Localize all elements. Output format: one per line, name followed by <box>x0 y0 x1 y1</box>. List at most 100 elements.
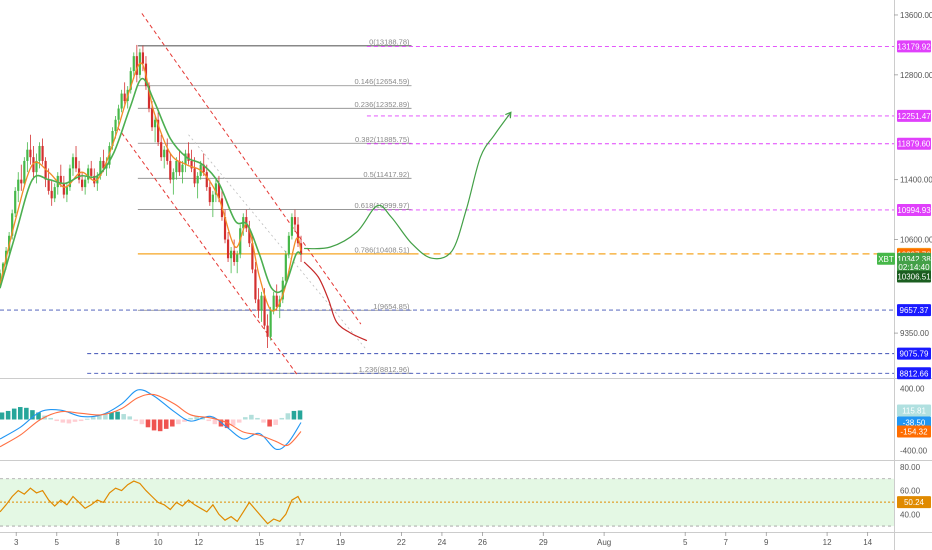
macd-histogram-bar <box>224 419 230 429</box>
candle-body <box>20 179 23 184</box>
candle-body <box>50 190 53 199</box>
time-axis-label: 24 <box>437 538 446 547</box>
price-tag-label: 10306.51 <box>897 272 931 281</box>
macd-histogram-bar <box>285 413 291 420</box>
candle-body <box>23 160 26 184</box>
time-axis-label: 17 <box>296 538 305 547</box>
macd-histogram-bar <box>30 410 35 420</box>
price-tag <box>897 367 931 380</box>
macd-histogram-bar <box>24 407 29 420</box>
macd-histogram-bar <box>60 419 66 423</box>
candle-body <box>11 213 14 236</box>
candle-body <box>160 142 163 158</box>
time-axis-label: 22 <box>397 538 406 547</box>
macd-histogram-bar <box>188 417 193 420</box>
candle-body <box>84 179 87 188</box>
macd-axis-label: -400.00 <box>900 447 928 456</box>
candle-body <box>150 108 154 128</box>
rsi-axis-label: 80.00 <box>900 463 921 472</box>
candle-body <box>196 175 199 184</box>
price-axis-label: 11400.00 <box>900 176 932 185</box>
candle-body <box>287 235 290 255</box>
candle-body <box>181 164 184 173</box>
channel-upper-line <box>141 13 362 325</box>
time-axis-label: 7 <box>724 538 729 547</box>
macd-histogram-bar <box>109 412 114 420</box>
time-axis-label: 19 <box>336 538 345 547</box>
rsi-axis-label: 40.00 <box>900 510 921 519</box>
macd-histogram-bar <box>151 419 157 431</box>
macd-indicator <box>0 389 303 451</box>
candle-body <box>17 179 20 191</box>
macd-histogram-bar <box>236 419 242 423</box>
macd-line <box>0 389 302 451</box>
price-tag-label: 13179.92 <box>897 42 931 51</box>
macd-histogram-bar <box>0 412 5 420</box>
time-axis: 3 5 8 10 12 15 17 19 22 24 26 29 Aug 5 7 9 12 14 <box>14 532 873 547</box>
fib-level-label: 0.146(12654.59) <box>354 77 410 86</box>
macd-histogram-bar <box>267 419 272 427</box>
macd-histogram-bar <box>255 417 260 420</box>
rsi-indicator <box>0 480 894 525</box>
candle-body <box>35 160 38 173</box>
macd-histogram-bar <box>115 411 120 420</box>
macd-histogram-bar <box>127 416 133 420</box>
macd-histogram-bar <box>133 419 139 422</box>
candle-body <box>132 56 135 72</box>
macd-histogram-bar <box>261 419 266 423</box>
macd-histogram-bar <box>206 419 212 422</box>
fibonacci-levels: 0(13188.78) 0.146(12654.59) 0.236(12352.89… <box>137 37 412 374</box>
time-axis-label: 12 <box>194 538 203 547</box>
candle-body <box>223 217 227 240</box>
candle-body <box>62 183 65 195</box>
time-axis-label: 10 <box>154 538 163 547</box>
candle-body <box>257 299 260 311</box>
price-tag <box>897 347 931 360</box>
price-axis-label: 12800.00 <box>900 71 932 80</box>
candle-body <box>202 164 205 173</box>
price-tag <box>897 109 931 122</box>
candle-body <box>175 160 178 173</box>
rsi-band-layer <box>0 478 894 527</box>
candle-body <box>41 145 44 161</box>
macd-histogram-bar <box>194 416 199 420</box>
candle-body <box>296 224 300 244</box>
macd-histogram-bar <box>230 419 236 426</box>
price-tag-label: 11879.60 <box>898 140 931 149</box>
macd-histogram-bar <box>90 417 96 420</box>
time-axis-label: 26 <box>478 538 487 547</box>
candle-body <box>135 56 138 75</box>
price-tag-label: 10342.38 <box>897 255 931 264</box>
macd-histogram-bar <box>291 410 297 420</box>
candle-body <box>81 179 84 188</box>
ema-slow-line <box>0 77 302 294</box>
candle-body <box>141 52 145 64</box>
time-axis-label: 15 <box>255 538 264 547</box>
candle-body <box>38 145 41 161</box>
candle-body <box>1 263 5 274</box>
price-tag <box>897 40 931 53</box>
candle-body <box>190 160 193 169</box>
fib-level-label: 0.236(12352.89) <box>354 100 410 109</box>
candle-body <box>187 153 190 161</box>
macd-histogram-bar <box>78 419 84 422</box>
candle-body <box>90 168 93 176</box>
candle-body <box>29 149 32 158</box>
candle-body <box>293 217 297 225</box>
macd-tag <box>897 425 931 438</box>
candle-body <box>111 130 114 146</box>
candle-body <box>211 194 214 203</box>
candle-body <box>193 168 196 184</box>
price-tags: 13179.9212251.4711879.6010994.9310408.50… <box>877 40 931 509</box>
forecast-arrowhead <box>505 111 512 119</box>
time-axis-label: 8 <box>115 538 120 547</box>
macd-histogram-bar <box>212 419 218 425</box>
candle-body <box>93 175 96 184</box>
macd-tag-label: 115.81 <box>902 406 926 415</box>
rsi-band <box>0 478 894 527</box>
macd-histogram-bar <box>279 417 285 420</box>
candle-body <box>217 183 221 199</box>
price-tag-label: 02:14:40 <box>898 263 930 272</box>
candle-body <box>59 175 62 184</box>
